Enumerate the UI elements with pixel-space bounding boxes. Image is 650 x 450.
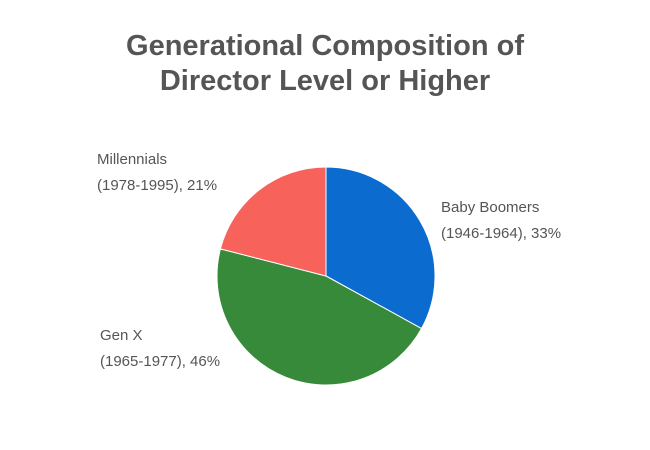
pie-slice xyxy=(219,166,327,277)
slice-label: (1946-1964), 33% xyxy=(441,225,561,242)
pie-slice xyxy=(216,248,423,386)
chart-title: Generational Composition of xyxy=(126,30,524,62)
slice-label: Gen X xyxy=(100,327,143,344)
chart-title: Director Level or Higher xyxy=(160,65,490,97)
slice-label: (1978-1995), 21% xyxy=(97,177,217,194)
slice-label: Millennials xyxy=(97,151,167,168)
pie-slice xyxy=(325,166,436,330)
slice-label: (1965-1977), 46% xyxy=(100,353,220,370)
slice-label: Baby Boomers xyxy=(441,199,539,216)
